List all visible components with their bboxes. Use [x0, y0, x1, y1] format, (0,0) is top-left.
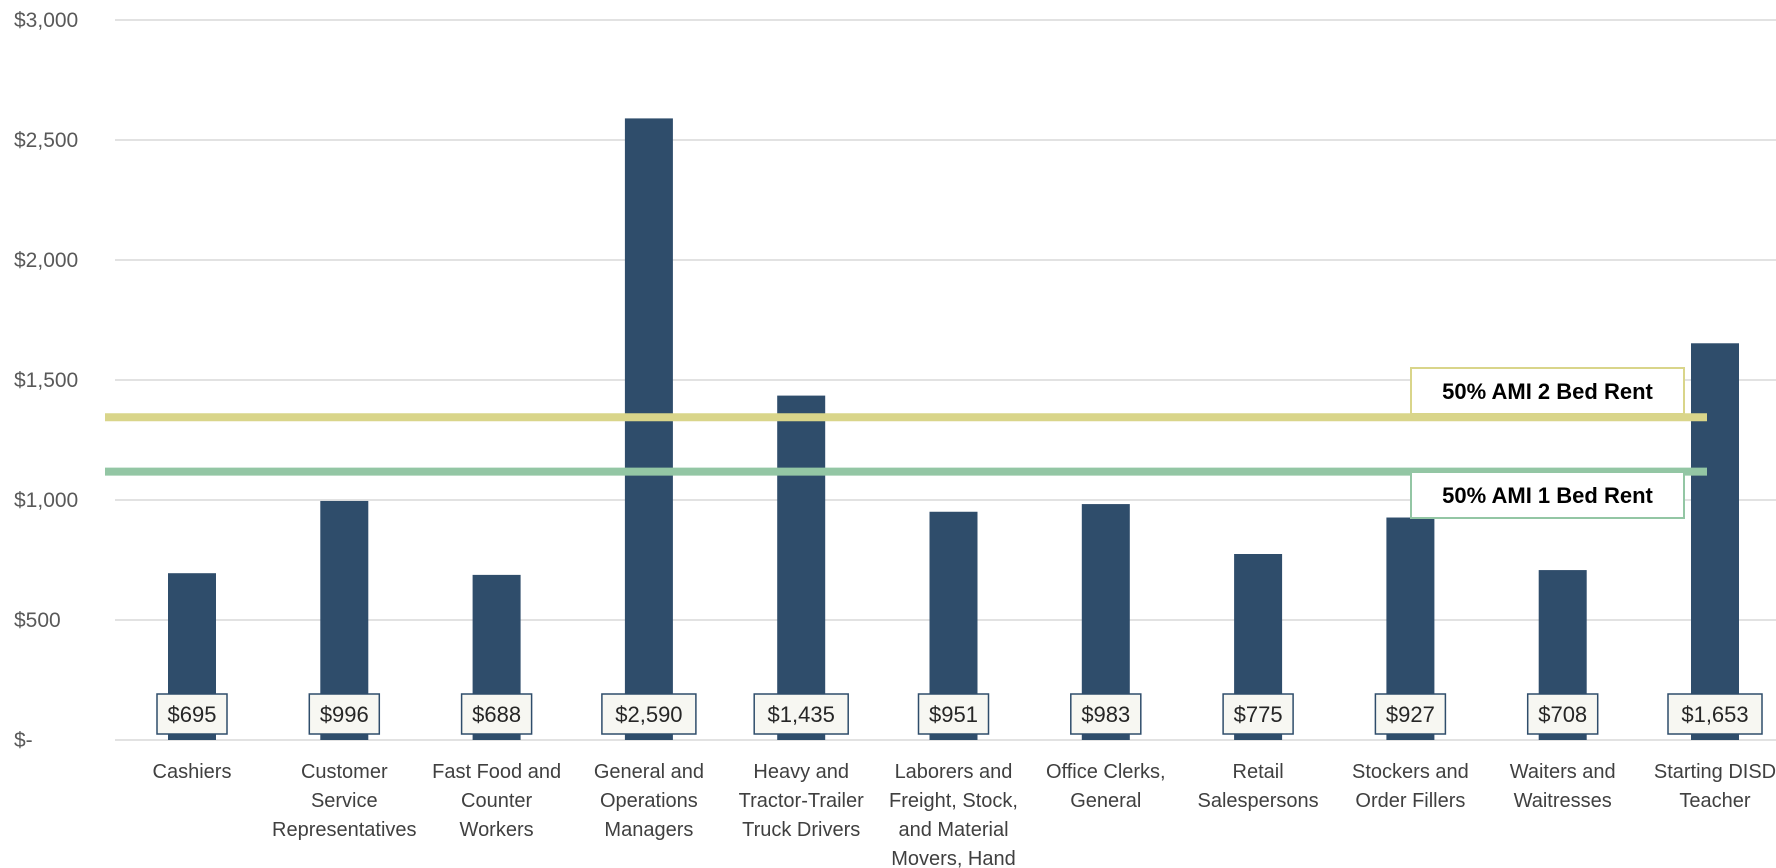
data-label: $983 — [1081, 702, 1130, 727]
data-label-box — [1526, 693, 1599, 735]
category-label: General and Operations Managers — [594, 761, 704, 841]
reference-label: 50% AMI 2 Bed Rent — [1442, 379, 1653, 404]
bars — [168, 118, 1739, 740]
y-tick-label: $2,500 — [14, 129, 78, 152]
data-label: $1,653 — [1681, 702, 1748, 727]
bar — [1691, 343, 1739, 740]
y-tick-label: $500 — [14, 609, 61, 632]
data-label: $1,435 — [768, 702, 835, 727]
data-label-box — [1667, 693, 1763, 735]
data-label-box — [917, 693, 990, 735]
data-label-box — [460, 693, 533, 735]
category-label: Office Clerks, General — [1046, 761, 1166, 812]
data-label: $688 — [472, 702, 521, 727]
data-label-box — [753, 693, 849, 735]
y-tick-label: $3,000 — [14, 9, 78, 32]
category-label: Starting DISD Teacher — [1654, 761, 1776, 812]
data-label: $695 — [168, 702, 217, 727]
category-label: Heavy and Tractor-Trailer Truck Drivers — [739, 761, 865, 841]
reference-label-box — [1410, 471, 1685, 519]
category-label: Waiters and Waitresses — [1510, 761, 1616, 812]
data-label: $951 — [929, 702, 978, 727]
data-labels: $695 $996 $688 $2,590 $1,435 $951 $983 $775 $927… — [156, 693, 1763, 735]
reference-label-box — [1410, 367, 1685, 415]
reference-lines: 50% AMI 2 Bed Rent 50% AMI 1 Bed Rent — [105, 367, 1707, 519]
y-tick-label: $2,000 — [14, 249, 78, 272]
y-axis-tick-labels: $- $500 $1,000 $1,500 $2,000 $2,500 $3,000 — [14, 9, 78, 752]
data-label: $927 — [1386, 702, 1435, 727]
data-label: $775 — [1234, 702, 1283, 727]
grid-lines — [115, 19, 1776, 741]
y-tick-label: $1,500 — [14, 369, 78, 392]
category-label: Customer Service Representatives — [272, 761, 417, 841]
reference-label: 50% AMI 1 Bed Rent — [1442, 483, 1653, 508]
data-label: $2,590 — [615, 702, 682, 727]
category-label: Stockers and Order Fillers — [1352, 761, 1469, 812]
data-label: $708 — [1538, 702, 1587, 727]
bar — [777, 395, 826, 740]
data-label-box — [308, 693, 381, 735]
y-tick-label: $- — [14, 729, 33, 752]
category-label: Fast Food and Counter Workers — [432, 761, 561, 841]
y-tick-label: $1,000 — [14, 489, 78, 512]
category-label: Laborers and Freight, Stock, and Material M… — [889, 761, 1018, 868]
category-labels: Cashiers Customer Service RepresentativesFa… — [153, 761, 1776, 868]
data-label-box — [156, 693, 228, 735]
bar — [624, 118, 673, 740]
data-label-box — [601, 693, 697, 735]
data-label-box — [1222, 693, 1294, 735]
category-label: Retail Salespersons — [1198, 761, 1319, 812]
data-label-box — [1374, 693, 1447, 735]
category-label: Cashiers — [153, 761, 232, 783]
data-label-box — [1070, 693, 1142, 735]
data-label: $996 — [320, 702, 369, 727]
